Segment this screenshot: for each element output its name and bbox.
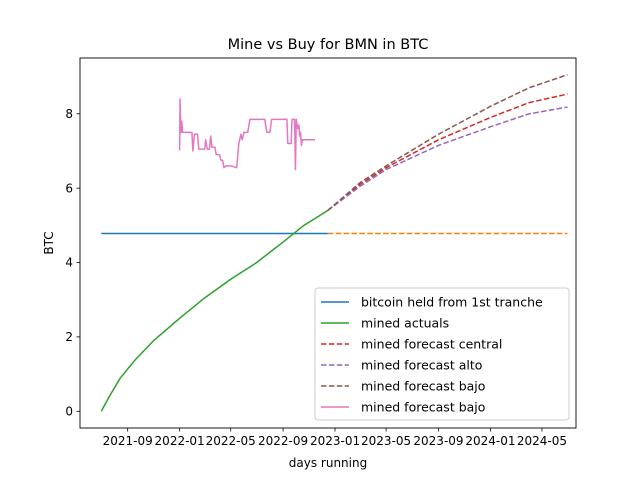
legend-label: mined forecast central bbox=[361, 337, 502, 352]
x-tick-label: 2022-09 bbox=[258, 434, 308, 448]
x-axis-title: days running bbox=[289, 456, 367, 470]
x-axis-ticks: 2021-09 2022-01 2022-05 2022-09 2023-01 2023-… bbox=[103, 428, 567, 448]
y-axis-title: BTC bbox=[42, 231, 56, 254]
x-tick-label: 2023-01 bbox=[310, 434, 360, 448]
legend-label: mined actuals bbox=[361, 316, 449, 331]
x-tick-label: 2022-05 bbox=[206, 434, 256, 448]
series-line-5 bbox=[327, 74, 568, 212]
y-tick-label: 4 bbox=[65, 256, 73, 270]
x-tick-label: 2023-05 bbox=[361, 434, 411, 448]
plot-frame bbox=[79, 57, 577, 429]
x-tick-label: 2024-05 bbox=[517, 434, 567, 448]
x-tick-label: 2023-09 bbox=[413, 434, 463, 448]
legend-label: bitcoin held from 1st tranche bbox=[361, 295, 543, 310]
chart-title: Mine vs Buy for BMN in BTC bbox=[228, 37, 429, 53]
legend-label: mined forecast bajo bbox=[361, 379, 485, 394]
y-tick-label: 8 bbox=[65, 107, 73, 121]
x-tick-label: 2022-01 bbox=[155, 434, 205, 448]
y-tick-label: 2 bbox=[65, 330, 73, 344]
legend: bitcoin held from 1st tranche mined actua… bbox=[314, 287, 570, 421]
legend-label: mined forecast alto bbox=[361, 358, 482, 373]
series-line-6 bbox=[178, 98, 316, 171]
series-line-3 bbox=[327, 93, 568, 212]
series-layer bbox=[100, 74, 568, 412]
y-tick-label: 0 bbox=[65, 404, 73, 418]
legend-box bbox=[314, 287, 570, 421]
series-line-4 bbox=[327, 106, 568, 212]
legend-items: bitcoin held from 1st tranche mined actua… bbox=[321, 295, 543, 415]
y-tick-label: 6 bbox=[65, 181, 73, 195]
x-tick-label: 2021-09 bbox=[103, 434, 153, 448]
x-tick-label: 2024-01 bbox=[465, 434, 515, 448]
legend-label: mined forecast bajo bbox=[361, 400, 485, 415]
y-axis-ticks: 0 2 4 6 8 bbox=[65, 107, 80, 418]
series-line-2 bbox=[100, 209, 329, 412]
